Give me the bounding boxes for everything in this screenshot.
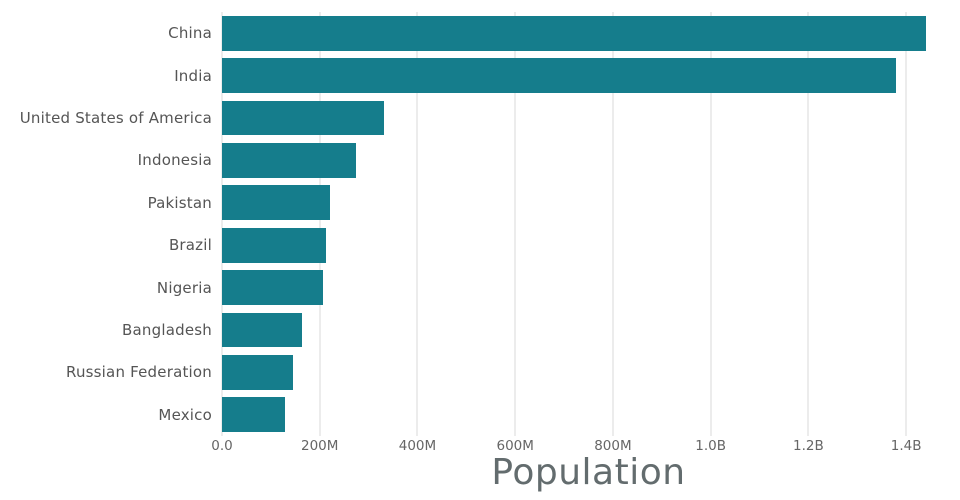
x-axis-title: Population xyxy=(491,452,686,493)
chart-row: Russian Federation xyxy=(0,351,955,393)
gridline xyxy=(710,12,712,436)
category-label: Indonesia xyxy=(137,151,212,170)
chart-row: India xyxy=(0,54,955,96)
chart-row: Nigeria xyxy=(0,266,955,308)
bar xyxy=(222,312,303,348)
chart-row: China xyxy=(0,12,955,54)
category-label: Russian Federation xyxy=(66,363,212,382)
x-tick-label: 1.4B xyxy=(890,438,922,454)
x-tick-label: 400M xyxy=(398,438,437,454)
bar xyxy=(222,100,384,136)
gridline xyxy=(612,12,614,436)
bar xyxy=(222,397,285,433)
bar xyxy=(222,58,897,93)
category-label: China xyxy=(168,24,212,43)
bar-track xyxy=(222,139,955,181)
category-label: Nigeria xyxy=(156,278,212,297)
x-axis-ticks: 0.0 200M 400M 600M 800M 1.0B 1.2B 1.4B xyxy=(211,438,955,458)
x-tick-label: 200M xyxy=(301,438,339,454)
chart-row: Bangladesh xyxy=(0,309,955,351)
bar-track xyxy=(222,97,955,139)
x-tick-label: 600M xyxy=(496,438,534,454)
gridline xyxy=(221,12,223,436)
bars-container: China India United States of America Indone… xyxy=(0,12,955,436)
bar xyxy=(222,270,323,306)
chart-row: Indonesia xyxy=(0,139,955,181)
gridline xyxy=(905,12,907,436)
bar xyxy=(222,185,330,221)
bar-track xyxy=(222,224,955,266)
bar xyxy=(222,15,926,51)
bar xyxy=(222,143,356,178)
chart-row: Mexico xyxy=(0,394,955,436)
x-tick-label: 1.2B xyxy=(793,438,824,454)
gridline xyxy=(319,12,321,436)
gridline xyxy=(416,12,418,436)
bar-track xyxy=(222,12,955,54)
grid-layer xyxy=(221,12,955,436)
x-tick-label: 1.0B xyxy=(695,438,727,454)
chart-row: Brazil xyxy=(0,224,955,266)
bar-track xyxy=(222,351,955,393)
bar-track xyxy=(222,309,955,351)
chart-row: United States of America xyxy=(0,97,955,139)
category-label: Mexico xyxy=(158,405,212,424)
bar-track xyxy=(222,266,955,308)
gridline xyxy=(807,12,809,436)
x-tick-label: 800M xyxy=(594,438,632,454)
gridline xyxy=(514,12,516,436)
category-label: Bangladesh xyxy=(122,321,212,340)
bar-track xyxy=(222,182,955,224)
x-tick-label: 0.0 xyxy=(211,438,233,454)
bar xyxy=(222,355,294,390)
chart-row: Pakistan xyxy=(0,182,955,224)
category-label: Pakistan xyxy=(147,193,212,212)
bar xyxy=(222,227,326,263)
category-label: Brazil xyxy=(168,236,212,255)
category-label: United States of America xyxy=(19,109,212,128)
bar-track xyxy=(222,394,955,436)
bar-track xyxy=(222,54,955,96)
plot-area: China India United States of America Indone… xyxy=(0,12,955,436)
category-label: India xyxy=(174,66,212,85)
